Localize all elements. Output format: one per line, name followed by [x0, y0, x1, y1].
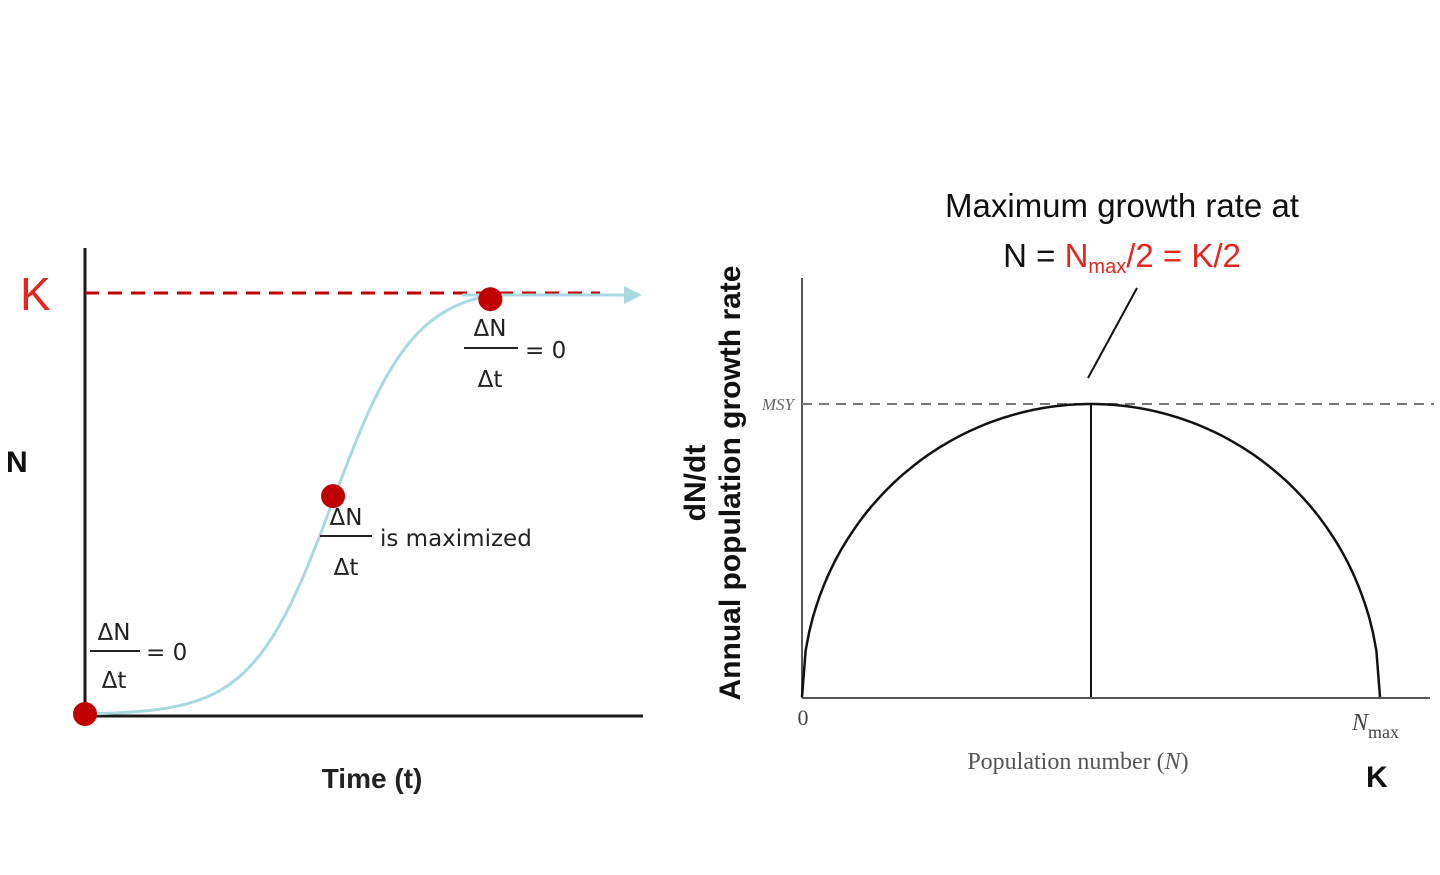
logistic-curve — [84, 293, 491, 716]
nmax-main: N — [1351, 710, 1370, 736]
growth-rate-chart: Maximum growth rate at N = Nmax/2 = K/2 … — [679, 187, 1434, 794]
start-point — [73, 702, 97, 726]
plateau-annotation-denominator: Δt — [478, 367, 503, 393]
inflection-annotation-numerator: ΔN — [330, 505, 363, 531]
growth-chart-title-line2: N = Nmax/2 = K/2 — [1003, 237, 1241, 278]
nmax-sub: max — [1368, 722, 1399, 742]
population-axis-close: ) — [1181, 749, 1189, 775]
plateau-annotation-suffix: = 0 — [525, 338, 566, 364]
growth-chart-title-line1: Maximum growth rate at — [945, 187, 1299, 224]
time-axis-label: Time (t) — [322, 763, 423, 794]
start-annotation-numerator: ΔN — [98, 620, 131, 646]
inflection-annotation-suffix: is maximized — [380, 526, 532, 552]
k-label: K — [20, 268, 51, 320]
growth-y-label-annual: Annual population growth rate — [714, 266, 747, 701]
inflection-point — [321, 484, 346, 509]
plateau-annotation: ΔN Δt = 0 — [464, 316, 566, 393]
plateau-annotation-numerator: ΔN — [474, 316, 507, 342]
title-line2-n: N — [1065, 237, 1089, 274]
population-axis-text: Population number ( — [967, 749, 1164, 775]
start-annotation: ΔN Δt = 0 — [90, 620, 187, 694]
population-axis-label: Population number (N) — [967, 749, 1188, 775]
nmax-label: Nmax — [1351, 710, 1399, 742]
title-pointer-line — [1087, 287, 1138, 379]
k-axis-label: K — [1366, 761, 1388, 794]
growth-y-label-dndt: dN/dt — [679, 445, 712, 522]
population-axis-var: N — [1164, 749, 1183, 775]
title-line2-prefix: N = — [1003, 237, 1064, 274]
title-line2-sub: max — [1088, 256, 1126, 278]
n-axis-label: N — [6, 446, 28, 479]
msy-label: MSY — [761, 395, 796, 414]
inflection-annotation-denominator: Δt — [334, 555, 359, 581]
origin-label: 0 — [798, 705, 809, 730]
start-annotation-denominator: Δt — [102, 668, 127, 694]
plateau-arrowhead — [624, 286, 642, 304]
plateau-point — [478, 287, 503, 312]
start-annotation-suffix: = 0 — [146, 640, 187, 666]
logistic-chart: K N Time (t) ΔN Δt = 0 ΔN Δt is maximize… — [6, 248, 643, 794]
inflection-annotation: ΔN Δt is maximized — [320, 505, 532, 581]
title-line2-rest: /2 = K/2 — [1126, 237, 1241, 274]
